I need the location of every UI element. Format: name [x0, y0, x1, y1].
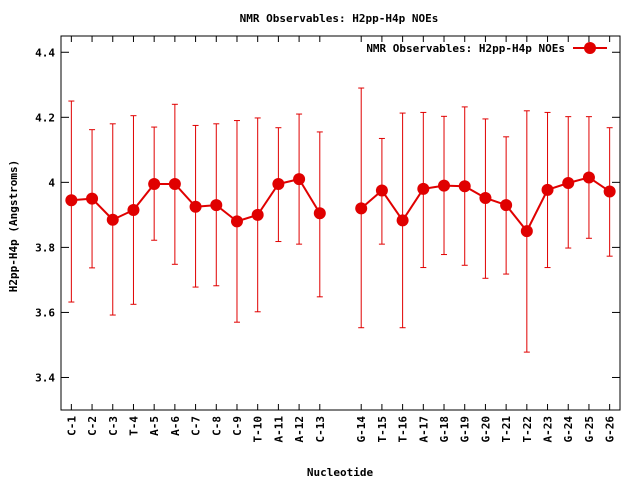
x-tick-label: C-13 [314, 416, 327, 443]
data-point [396, 214, 409, 227]
x-tick-label: A-12 [293, 416, 306, 443]
x-tick-label: T-22 [521, 416, 534, 443]
data-point [148, 177, 161, 190]
data-point [479, 191, 492, 204]
legend-label: NMR Observables: H2pp-H4p NOEs [366, 42, 565, 55]
data-point [313, 207, 326, 220]
data-point [355, 202, 368, 215]
x-tick-label: T-15 [376, 416, 389, 443]
x-tick-label: G-14 [355, 416, 368, 443]
data-point [541, 183, 554, 196]
x-tick-label: T-10 [252, 416, 265, 443]
x-tick-label: T-21 [500, 416, 513, 443]
error-bars [68, 87, 613, 353]
x-tick-label: A-23 [542, 416, 555, 443]
x-tick-label: C-9 [231, 416, 244, 436]
y-tick-label: 3.4 [35, 371, 55, 384]
x-tick-label: G-24 [562, 416, 575, 443]
x-tick-label: G-20 [479, 416, 492, 443]
x-tick-label: A-11 [272, 416, 285, 443]
x-axis: C-1 C-2 C-3 T-4 A-5 A-6 C-7 C-8 C-9 T-10 A-11 A-12 C… [65, 36, 617, 443]
chart-title: NMR Observables: H2pp-H4p NOEs [240, 12, 439, 25]
plot-frame [60, 35, 621, 411]
data-point [562, 176, 575, 189]
data-point [106, 213, 119, 226]
series-segment [401, 188, 425, 221]
x-tick-label: G-19 [459, 416, 472, 443]
x-tick-label: A-17 [417, 416, 430, 443]
x-tick-label: C-2 [86, 416, 99, 436]
data-point [458, 180, 471, 193]
data-point [603, 185, 616, 198]
x-tick-label: G-26 [604, 416, 617, 443]
series-points [65, 171, 616, 238]
data-point [582, 171, 595, 184]
x-tick-label: C-8 [210, 416, 223, 436]
x-tick-label: C-1 [65, 416, 78, 436]
data-point [520, 225, 533, 238]
x-tick-label: A-6 [169, 416, 182, 436]
x-tick-label: T-4 [127, 416, 140, 436]
data-point [189, 200, 202, 213]
data-point [210, 199, 223, 212]
data-point [168, 177, 181, 190]
y-tick-label: 3.6 [35, 306, 55, 319]
data-point [65, 194, 78, 207]
legend-marker [584, 42, 596, 54]
y-axis-label: H2pp-H4p (Angstroms) [7, 160, 20, 292]
data-point [251, 208, 264, 221]
series-segment [381, 189, 404, 221]
y-axis: 3.4 3.6 3.8 4 4.2 4.4 [35, 46, 620, 384]
y-tick-label: 3.8 [35, 241, 55, 254]
series-segment [256, 183, 280, 216]
x-tick-label: C-3 [107, 416, 120, 436]
data-point [500, 199, 513, 212]
legend: NMR Observables: H2pp-H4p NOEs [366, 42, 607, 55]
x-tick-label: T-16 [397, 416, 410, 443]
x-tick-label: C-7 [190, 416, 203, 436]
y-tick-label: 4.4 [35, 46, 55, 59]
y-tick-label: 4.2 [35, 111, 55, 124]
x-tick-label: A-5 [148, 416, 161, 436]
x-axis-label: Nucleotide [307, 466, 374, 479]
series-segment [525, 189, 549, 232]
data-point [272, 177, 285, 190]
data-point [86, 192, 99, 205]
data-point [417, 182, 430, 195]
data-point [230, 215, 243, 228]
series-segment [298, 178, 321, 214]
data-point [127, 203, 140, 216]
x-tick-label: G-18 [438, 416, 451, 443]
data-point [438, 179, 451, 192]
x-tick-label: G-25 [583, 416, 596, 443]
y-tick-label: 4 [48, 176, 55, 189]
data-point [293, 173, 306, 186]
data-point [375, 184, 388, 197]
